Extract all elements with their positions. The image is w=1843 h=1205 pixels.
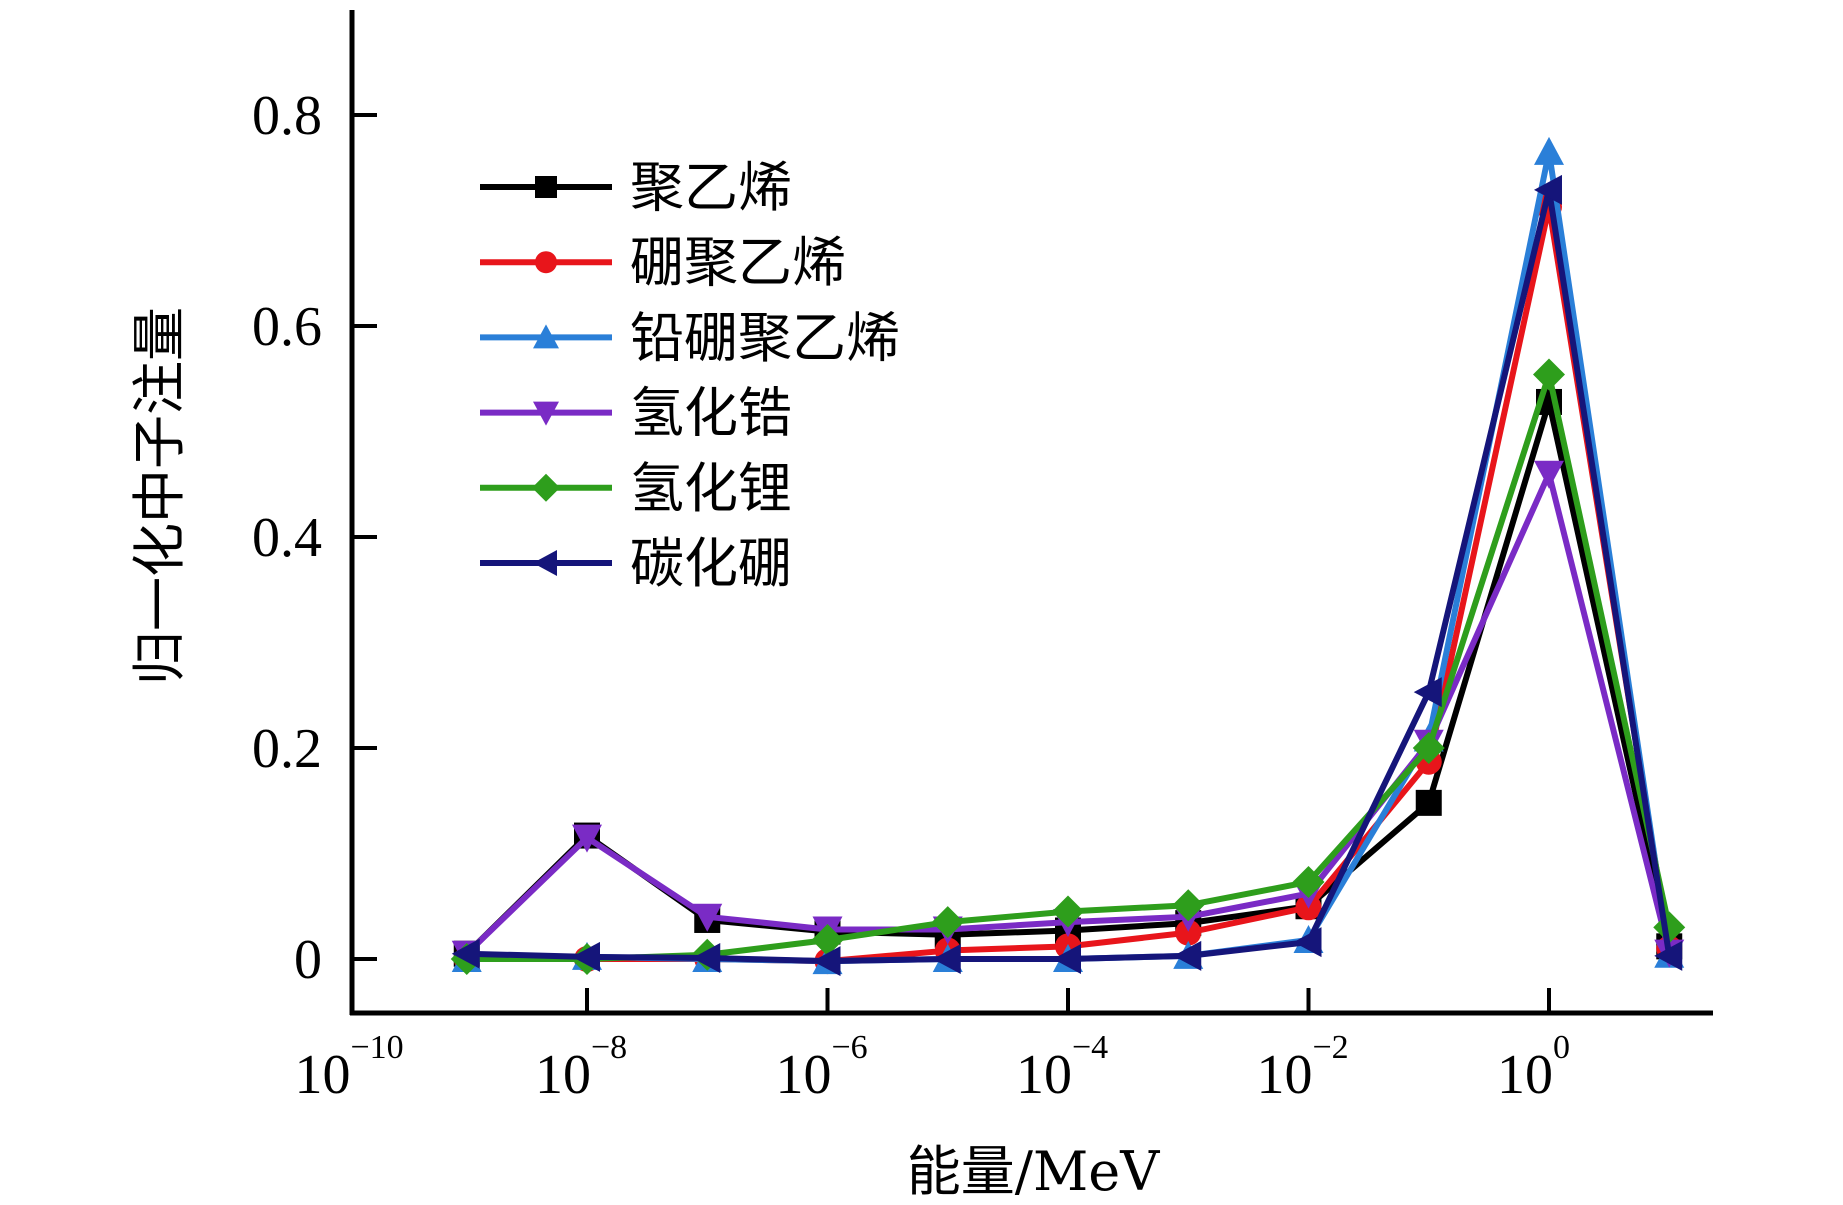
x-tick-label-exponent: −2 (1313, 1029, 1349, 1066)
x-tick-label: 10 (1497, 1044, 1553, 1106)
marker-triangle-left (1173, 940, 1202, 971)
x-tick-label-exponent: −10 (351, 1029, 404, 1066)
marker-diamond (811, 924, 844, 957)
x-tick-label: 10 (535, 1044, 591, 1106)
y-axis-title: 归一化中子注量 (128, 307, 191, 685)
marker-diamond (1412, 732, 1445, 764)
y-tick-label: 0 (294, 929, 322, 991)
series-5 (450, 358, 1686, 975)
x-tick-label: 10 (1257, 1044, 1313, 1106)
marker-triangle-left (533, 550, 557, 576)
legend-label: 碳化硼 (630, 532, 792, 595)
marker-triangle-left (1053, 944, 1081, 974)
marker-diamond (1533, 358, 1565, 391)
x-ticks: 10 −10 10 −8 10 −6 10 −4 10 −2 10 0 (295, 988, 1570, 1106)
legend-item: 聚乙烯 (480, 156, 792, 219)
marker-triangle-left (1534, 174, 1562, 205)
marker-triangle-down (533, 401, 559, 426)
y-tick-label: 0.2 (252, 718, 322, 780)
marker-diamond (1172, 889, 1205, 922)
marker-square (1415, 789, 1442, 816)
marker-diamond (1052, 895, 1084, 928)
legend-label: 硼聚乙烯 (630, 231, 846, 294)
marker-triangle-up (1534, 136, 1564, 165)
marker-triangle-left (1654, 940, 1683, 971)
marker-triangle-up (533, 324, 559, 349)
x-axis-title: 能量/MeV (907, 1140, 1160, 1203)
marker-triangle-left (572, 941, 600, 972)
x-tick-label-exponent: −8 (591, 1029, 627, 1066)
marker-triangle-left (451, 938, 480, 969)
legend-item: 硼聚乙烯 (480, 231, 846, 294)
marker-diamond (931, 906, 964, 939)
marker-diamond (532, 473, 560, 502)
legend-label: 铅硼聚乙烯 (630, 306, 900, 369)
marker-square (535, 176, 557, 198)
marker-triangle-left (932, 944, 961, 974)
marker-triangle-left (1413, 677, 1442, 708)
marker-diamond (1292, 865, 1325, 898)
marker-triangle-left (812, 946, 841, 977)
x-tick-label-exponent: −6 (832, 1029, 868, 1066)
legend-label: 氢化锆 (630, 382, 792, 445)
axes (349, 10, 1713, 1016)
y-tick-label: 0.6 (252, 296, 322, 358)
marker-triangle-down (1534, 460, 1564, 489)
x-tick-label: 10 (295, 1044, 351, 1106)
marker-triangle-left (1293, 927, 1322, 958)
marker-triangle-down (692, 903, 723, 932)
x-tick-label: 10 (1016, 1044, 1072, 1106)
series-6 (451, 174, 1683, 977)
legend-item: 碳化硼 (480, 532, 792, 595)
legend-item: 氢化锂 (480, 457, 792, 520)
y-ticks: 0 0.2 0.4 0.6 0.8 (252, 85, 377, 991)
marker-triangle-down (572, 824, 602, 853)
legend-label: 氢化锂 (630, 457, 792, 520)
legend-item: 铅硼聚乙烯 (480, 306, 900, 369)
x-tick-label-exponent: −4 (1072, 1029, 1108, 1066)
marker-triangle-left (692, 942, 721, 973)
marker-circle (1175, 919, 1202, 946)
x-tick-label-exponent: 0 (1553, 1029, 1570, 1066)
y-tick-label: 0.4 (252, 507, 322, 569)
marker-circle (535, 251, 557, 274)
legend-label: 聚乙烯 (630, 156, 792, 219)
y-tick-label: 0.8 (252, 85, 322, 147)
series-layer (450, 136, 1686, 977)
legend-item: 氢化锆 (480, 382, 792, 445)
x-tick-label: 10 (776, 1044, 832, 1106)
